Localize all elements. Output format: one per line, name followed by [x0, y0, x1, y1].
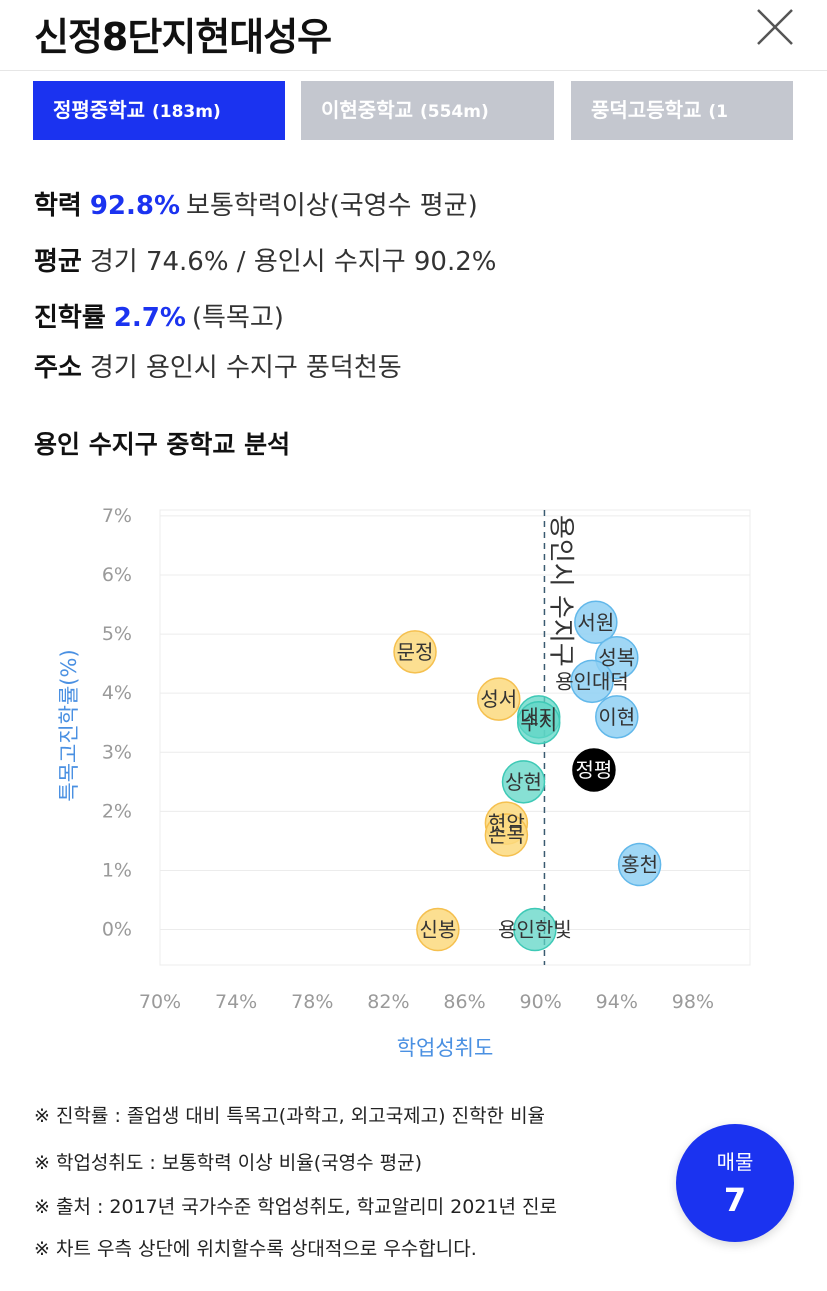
x-tick-label: 90%: [520, 991, 562, 1013]
tab-distance: (554m): [419, 102, 489, 122]
data-point: [595, 695, 639, 739]
tab-distance: (1: [708, 102, 728, 122]
data-point-label: 상현: [505, 770, 542, 794]
average-text: 경기 74.6% / 용인시 수지구 90.2%: [89, 247, 497, 277]
data-point: [617, 842, 662, 887]
tab-distance: (183m): [151, 102, 221, 122]
note-position: ※ 차트 우측 상단에 위치할수록 상대적으로 우수합니다.: [34, 1238, 477, 1260]
data-point: [484, 813, 529, 857]
achievement-row: 학력 92.8% 보통학력이상(국영수 평균): [34, 185, 478, 222]
note-advancement: ※ 진학률 : 졸업생 대비 특목고(과학고, 외고국제고) 진학한 비율: [34, 1105, 546, 1127]
y-tick-label: 7%: [102, 505, 132, 527]
data-point-label: 대지: [520, 705, 557, 729]
x-axis-label: 학업성취도: [397, 1036, 494, 1060]
x-tick-label: 98%: [672, 991, 714, 1013]
x-tick-label: 82%: [367, 991, 409, 1013]
data-point-label: 용인한빛: [498, 918, 572, 942]
y-tick-label: 5%: [102, 623, 132, 645]
tab-label: 이현중학교: [321, 98, 413, 122]
data-point: [513, 907, 557, 952]
header: 신정8단지현대성우: [0, 0, 827, 71]
address-text: 경기 용인시 수지구 풍덕천동: [89, 353, 402, 383]
achievement-value: 92.8%: [89, 191, 181, 221]
listings-button[interactable]: 매물 7: [676, 1124, 794, 1242]
school-scatter-chart: 0% 1% 2% 3% 4% 5% 6% 7% 70% 74% 78% 82% 86% 90% 94% 98%…: [57, 505, 751, 1060]
address-row: 주소 경기 용인시 수지구 풍덕천동: [34, 347, 402, 384]
x-tick-label: 86%: [443, 991, 485, 1013]
reference-line-label: 용인시 수지구: [545, 515, 575, 667]
data-point-label: 문정: [397, 640, 434, 664]
x-tick-label: 78%: [291, 991, 333, 1013]
data-point-label: 신봉: [419, 918, 456, 942]
data-point: [516, 700, 561, 745]
school-tabs: 정평중학교 (183m) 이현중학교 (554m) 풍덕고등학교 (1: [33, 81, 793, 141]
advancement-desc: (특목고): [191, 303, 284, 333]
y-tick-label: 1%: [102, 859, 132, 881]
data-point: [501, 760, 546, 804]
data-point-label: 수지: [520, 711, 557, 735]
note-source: ※ 출처 : 2017년 국가수준 학업성취도, 학교알리미 2021년 진로: [34, 1196, 557, 1218]
data-point: [477, 677, 521, 721]
x-tick-label: 94%: [596, 991, 638, 1013]
y-axis-label: 특목고진학률(%): [57, 649, 81, 801]
tab-school-2[interactable]: 이현중학교 (554m): [301, 81, 554, 140]
data-point: [574, 600, 618, 645]
data-point: [570, 659, 614, 704]
plot-frame: [159, 509, 751, 966]
page-title: 신정8단지현대성우: [34, 15, 332, 59]
x-tick-label: 70%: [139, 991, 181, 1013]
data-point: [393, 630, 437, 674]
achievement-label: 학력: [34, 191, 82, 221]
data-point-label: 성복: [598, 646, 635, 670]
data-point: [572, 748, 616, 792]
tab-school-3[interactable]: 풍덕고등학교 (1: [571, 81, 793, 140]
achievement-desc: 보통학력이상(국영수 평균): [186, 191, 478, 221]
y-tick-label: 6%: [102, 564, 132, 586]
data-point-label: 현암: [488, 811, 525, 835]
address-label: 주소: [34, 353, 82, 383]
tab-label: 정평중학교: [53, 98, 145, 122]
data-point-label: 홍천: [621, 853, 658, 877]
listings-count: 7: [723, 1181, 747, 1219]
data-point-label: 서원: [577, 610, 614, 634]
data-point-label: 손곡: [488, 823, 525, 847]
data-point-label: 성서: [480, 687, 517, 711]
data-point: [416, 907, 460, 952]
tab-label: 풍덕고등학교: [591, 98, 702, 122]
close-icon[interactable]: [754, 6, 796, 48]
y-tick-label: 0%: [102, 919, 132, 941]
y-tick-label: 3%: [102, 741, 132, 763]
advancement-label: 진학률: [34, 303, 106, 333]
data-point-label: 용인대덕: [555, 669, 629, 693]
advancement-row: 진학률 2.7% (특목고): [34, 297, 284, 334]
listings-label: 매물: [716, 1150, 754, 1174]
average-label: 평균: [34, 247, 82, 277]
advancement-value: 2.7%: [113, 303, 186, 333]
x-tick-label: 74%: [215, 991, 257, 1013]
data-point-label: 이현: [598, 705, 635, 729]
y-tick-label: 2%: [102, 800, 132, 822]
note-achievement: ※ 학업성취도 : 보통학력 이상 비율(국영수 평균): [34, 1152, 423, 1174]
data-point-label: 정평: [576, 758, 613, 782]
average-row: 평균 경기 74.6% / 용인시 수지구 90.2%: [34, 241, 496, 278]
chart-section-title: 용인 수지구 중학교 분석: [34, 430, 291, 459]
y-tick-label: 4%: [102, 682, 132, 704]
tab-school-1[interactable]: 정평중학교 (183m): [33, 81, 285, 140]
